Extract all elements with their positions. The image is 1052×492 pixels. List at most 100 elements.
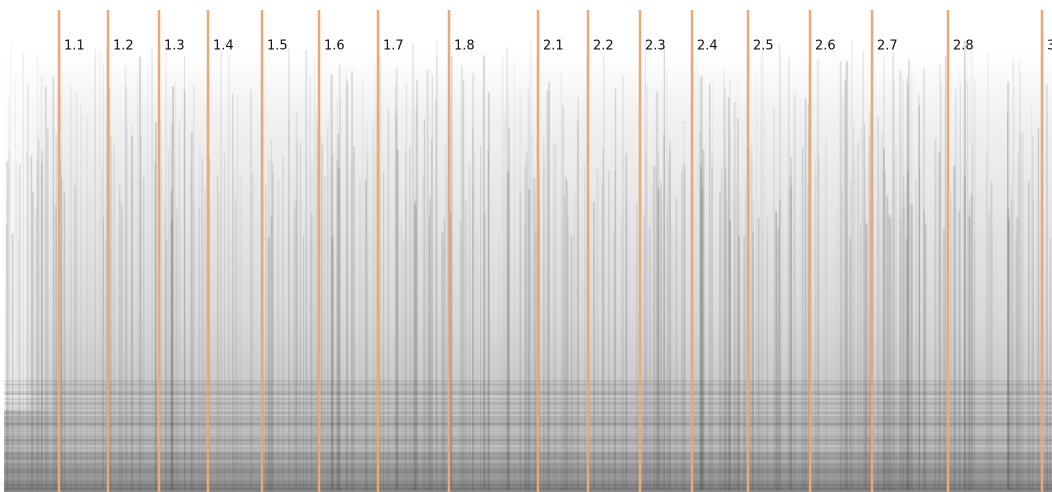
texture-band <box>4 475 1052 476</box>
texture-streak <box>376 109 377 490</box>
texture-streak <box>992 234 993 490</box>
texture-streak <box>613 230 614 490</box>
texture-streak <box>171 220 173 490</box>
texture-streak <box>170 100 171 491</box>
texture-streak <box>667 204 668 490</box>
texture-streak <box>321 145 323 490</box>
texture-streak <box>414 205 416 491</box>
texture-streak <box>564 195 565 490</box>
texture-band <box>4 404 1052 406</box>
marker-label: 1.2 <box>113 39 134 54</box>
texture-streak <box>675 199 677 491</box>
texture-streak <box>1046 84 1048 490</box>
texture-streak <box>476 229 478 490</box>
texture-streak <box>644 215 645 490</box>
texture-band <box>4 457 1052 458</box>
texture-streak <box>444 218 445 490</box>
texture-streak <box>1008 216 1010 490</box>
texture-streak <box>671 224 672 490</box>
texture-streak <box>860 222 861 490</box>
texture-streak <box>719 193 721 490</box>
texture-band <box>4 392 1052 393</box>
texture-streak <box>252 172 253 490</box>
page: 1.11.21.31.41.51.61.71.82.12.22.32.42.52… <box>0 0 1052 492</box>
texture-streak <box>488 93 490 490</box>
texture-streak <box>239 175 241 491</box>
marker-label: 1.7 <box>383 39 404 54</box>
texture-streak <box>733 174 734 490</box>
texture-streak <box>910 203 911 490</box>
texture-streak <box>794 102 795 490</box>
texture-band <box>4 463 1052 465</box>
texture-streak <box>951 191 952 491</box>
texture-streak <box>265 186 267 491</box>
marker-label: 1.6 <box>324 39 345 54</box>
texture-streak <box>842 187 843 490</box>
texture-streak <box>865 171 866 490</box>
texture-streak <box>547 91 549 490</box>
texture-streak <box>656 93 657 490</box>
texture-streak <box>765 108 767 490</box>
texture-streak <box>1007 113 1008 490</box>
texture-band <box>4 403 1052 405</box>
texture-band <box>4 385 1052 386</box>
texture-band <box>4 436 1052 438</box>
texture-streak <box>1033 202 1034 490</box>
texture-band <box>4 407 1052 409</box>
texture-streak <box>643 215 644 490</box>
texture-streak <box>608 171 610 490</box>
texture-band <box>4 468 1052 470</box>
texture-streak <box>649 227 651 490</box>
texture-streak <box>996 231 997 490</box>
texture-streak <box>395 82 397 490</box>
texture-streak <box>520 192 522 490</box>
texture-band <box>4 423 1052 425</box>
texture-streak <box>662 198 663 491</box>
texture-streak <box>884 173 886 490</box>
texture-streak <box>353 146 355 490</box>
texture-streak <box>388 109 390 490</box>
texture-streak <box>943 229 944 490</box>
marker-label: 2.5 <box>753 39 774 54</box>
texture-streak <box>460 222 461 490</box>
texture-streak <box>621 217 622 490</box>
marker-label: 1.5 <box>267 39 288 54</box>
texture-streak <box>499 231 500 490</box>
marker-label: 1.4 <box>213 39 234 54</box>
texture-streak <box>504 111 506 490</box>
texture-band <box>4 386 1052 387</box>
texture-streak <box>465 201 467 490</box>
texture-band <box>4 426 1052 428</box>
texture-streak <box>844 80 846 490</box>
texture-band <box>4 380 1052 382</box>
texture-streak <box>548 82 550 490</box>
texture-band <box>4 448 1052 449</box>
texture-streak <box>905 191 906 490</box>
marker-label: 2.6 <box>815 39 836 54</box>
texture-streak <box>32 192 34 490</box>
texture-streak <box>729 81 731 490</box>
spectrogram-view: 1.11.21.31.41.51.61.71.82.12.22.32.42.52… <box>0 0 1052 492</box>
texture-band <box>4 466 1052 468</box>
texture-streak <box>836 216 837 491</box>
texture-streak <box>113 145 115 490</box>
marker-label: 2.3 <box>645 39 666 54</box>
texture-streak <box>204 187 205 490</box>
texture-streak <box>164 204 165 490</box>
texture-band <box>4 482 1052 483</box>
texture-streak <box>250 89 251 490</box>
texture-streak <box>908 89 909 491</box>
marker-label: 2.4 <box>697 39 718 54</box>
texture-streak <box>463 80 465 490</box>
texture-streak <box>805 99 807 490</box>
texture-streak <box>1016 217 1018 490</box>
texture-streak <box>442 233 444 490</box>
texture-streak <box>778 227 779 490</box>
texture-streak <box>76 93 77 490</box>
texture-streak <box>788 191 790 490</box>
texture-band <box>4 486 1052 487</box>
texture-streak <box>175 82 176 490</box>
texture-streak <box>70 86 72 490</box>
texture-streak <box>87 115 88 490</box>
texture-streak <box>347 81 349 490</box>
